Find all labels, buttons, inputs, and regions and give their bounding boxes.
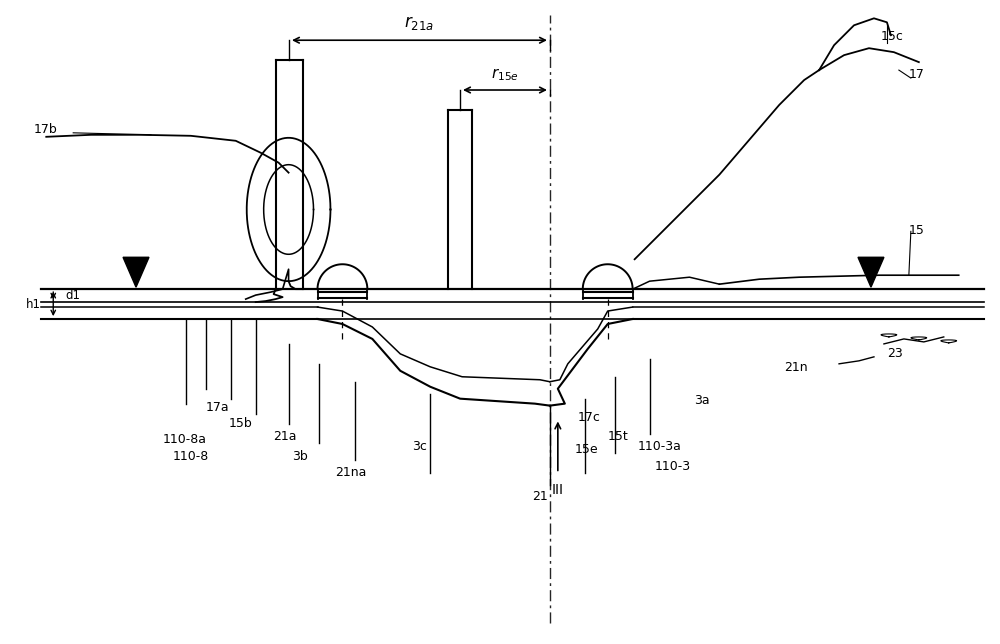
Text: 15b: 15b bbox=[229, 417, 253, 430]
Text: h1: h1 bbox=[26, 298, 41, 310]
Text: 3a: 3a bbox=[694, 393, 710, 406]
Text: 15e: 15e bbox=[575, 444, 598, 457]
Polygon shape bbox=[123, 258, 149, 287]
Text: $r_{21a}$: $r_{21a}$ bbox=[404, 14, 434, 32]
Text: d1: d1 bbox=[65, 289, 80, 302]
Text: 21na: 21na bbox=[335, 466, 367, 479]
Text: 23: 23 bbox=[887, 347, 903, 360]
Text: 15c: 15c bbox=[881, 30, 904, 43]
Text: 3b: 3b bbox=[293, 450, 308, 464]
Text: 110-8: 110-8 bbox=[173, 450, 209, 464]
Text: 17b: 17b bbox=[33, 123, 57, 136]
Text: 21: 21 bbox=[532, 490, 548, 503]
Text: III: III bbox=[552, 483, 564, 497]
Text: 15t: 15t bbox=[608, 430, 628, 444]
Text: 17: 17 bbox=[909, 68, 925, 81]
Text: 110-3a: 110-3a bbox=[638, 440, 681, 453]
Polygon shape bbox=[858, 258, 884, 287]
Text: 110-8a: 110-8a bbox=[163, 433, 207, 446]
Text: 17a: 17a bbox=[206, 401, 229, 413]
Text: 17c: 17c bbox=[578, 411, 601, 424]
Text: 21n: 21n bbox=[784, 361, 808, 374]
Text: 21a: 21a bbox=[273, 430, 296, 444]
Text: 15: 15 bbox=[909, 224, 925, 238]
Text: 110-3: 110-3 bbox=[655, 460, 691, 473]
Text: 3c: 3c bbox=[412, 440, 427, 453]
Text: $r_{15e}$: $r_{15e}$ bbox=[491, 66, 519, 83]
